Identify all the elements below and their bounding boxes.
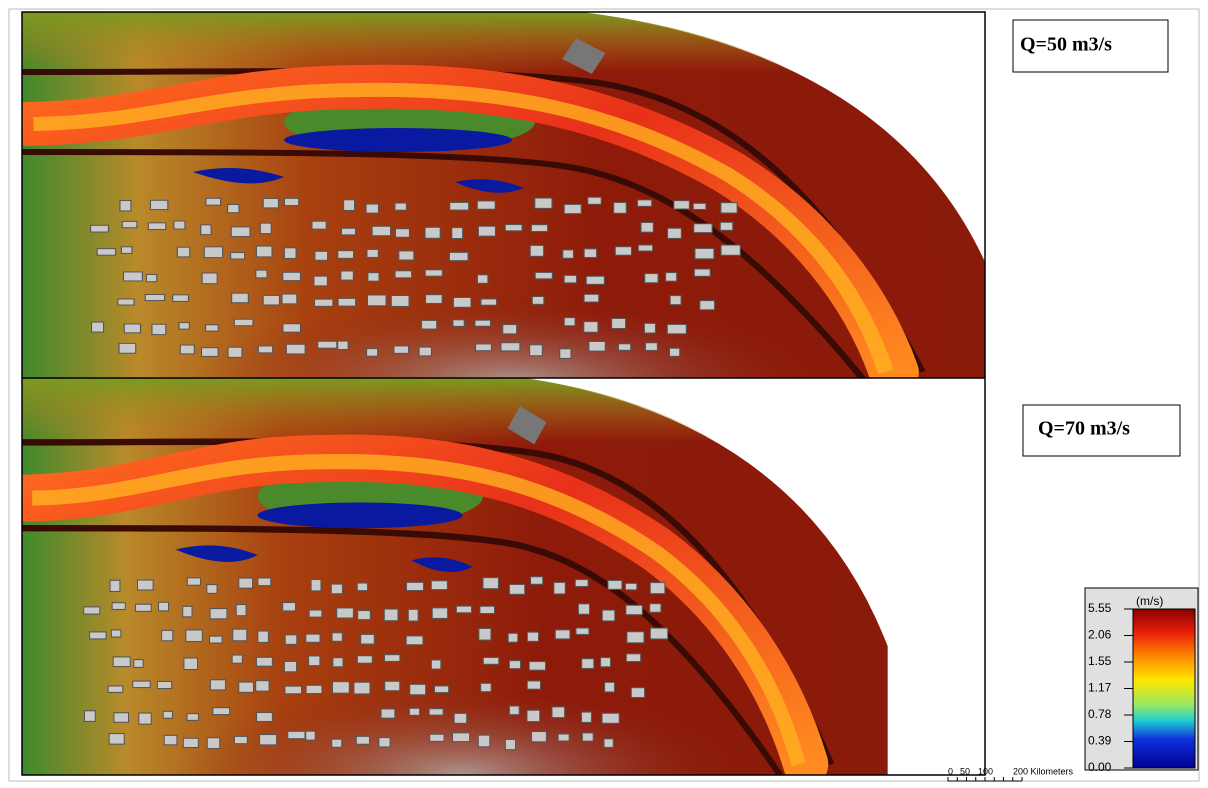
legend-label: 0.39 <box>1088 734 1112 748</box>
scale-label: 200 Kilometers <box>1013 766 1074 776</box>
scale-label: 0 <box>948 766 953 776</box>
color-bar <box>1133 609 1195 768</box>
legend-label: 5.55 <box>1088 601 1112 615</box>
legend-label: 2.06 <box>1088 628 1112 642</box>
legend-label: 1.55 <box>1088 654 1112 668</box>
legend-label: 0.00 <box>1088 760 1112 774</box>
map-panel <box>22 378 888 775</box>
map-figure: Q=50 m3/s Q=70 m3/s (m/s) 5.55 2.06 1.55 1.… <box>0 0 1208 788</box>
map-panel <box>22 12 985 382</box>
scale-label: 100 <box>978 766 993 776</box>
figure: Q=50 m3/s Q=70 m3/s (m/s) 5.55 2.06 1.55 1.… <box>0 0 1208 788</box>
scale-label: 50 <box>960 766 970 776</box>
legend-title: (m/s) <box>1136 594 1163 608</box>
discharge-label: Q=50 m3/s <box>1020 34 1112 56</box>
legend-label: 1.17 <box>1088 681 1112 695</box>
legend-label: 0.78 <box>1088 707 1112 721</box>
discharge-label: Q=70 m3/s <box>1038 418 1130 440</box>
